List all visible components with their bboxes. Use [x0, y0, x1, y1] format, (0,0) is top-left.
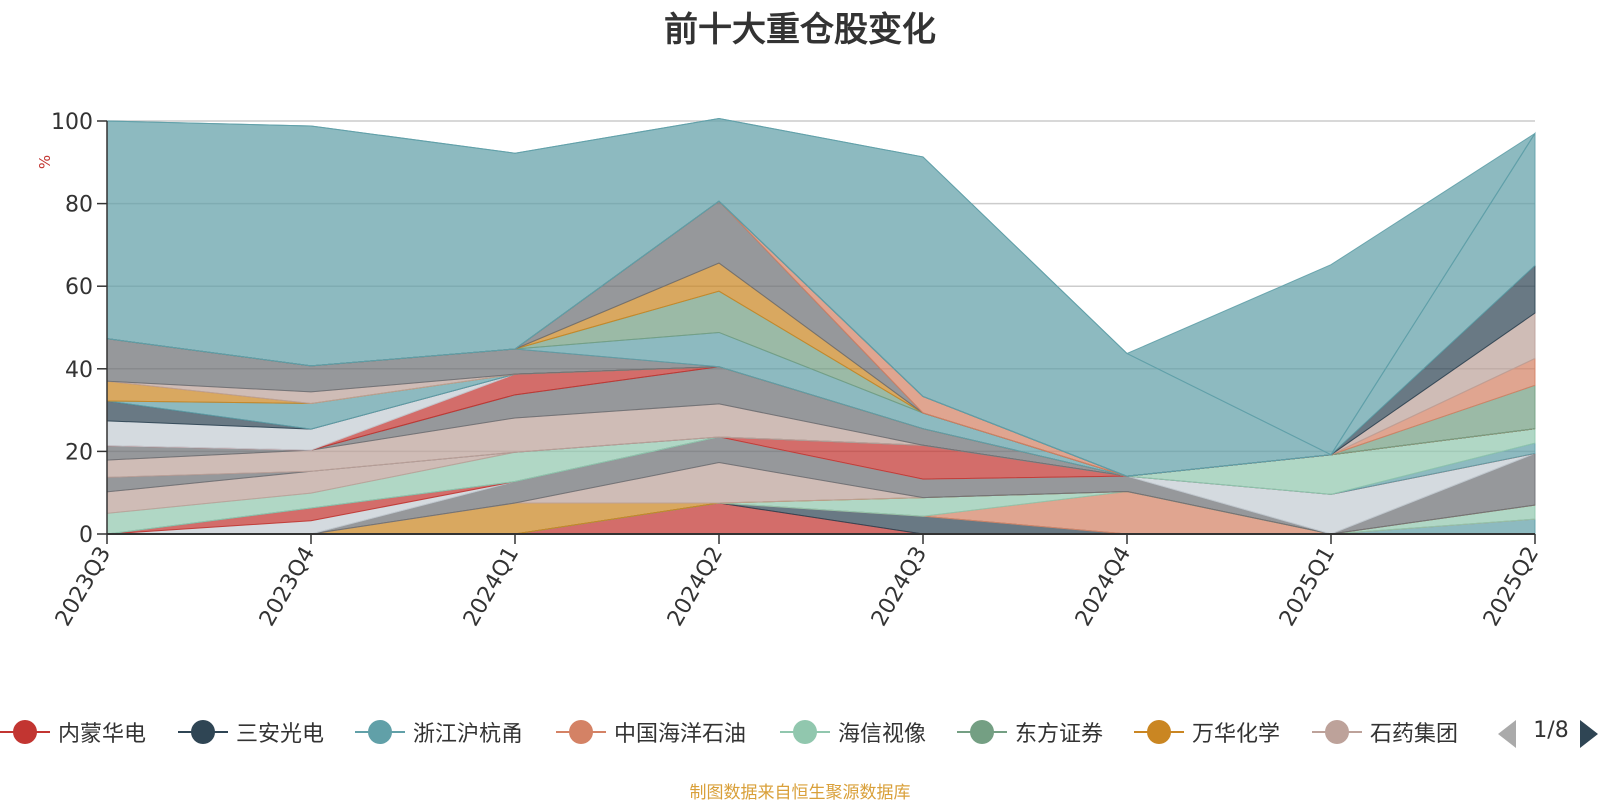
- legend-item[interactable]: 万华化学: [1134, 712, 1280, 752]
- x-tick-label: 2023Q3: [51, 543, 116, 631]
- legend-marker: [0, 712, 50, 752]
- x-tick-label: 2023Q4: [255, 543, 320, 631]
- x-tick-label: 2025Q1: [1275, 543, 1340, 631]
- legend-marker: [355, 712, 405, 752]
- legend-label: 石药集团: [1370, 722, 1459, 747]
- chart-title: 前十大重仓股变化: [664, 10, 936, 50]
- legend-label: 三安光电: [236, 722, 325, 747]
- y-tick-label: 40: [65, 358, 93, 383]
- legend-item[interactable]: 内蒙华电: [0, 712, 146, 752]
- legend-marker: [1312, 712, 1362, 752]
- chart-areas: [106, 118, 1536, 535]
- legend-item[interactable]: 浙江沪杭甬: [355, 712, 523, 752]
- legend-marker: [957, 712, 1007, 752]
- x-tick-label: 2025Q2: [1479, 543, 1544, 631]
- y-tick-label: 20: [65, 440, 93, 465]
- chart-legend: 内蒙华电 三安光电 浙江沪杭甬 中国海洋石油 海信视像 东方证券 万华化学 石药集团: [0, 712, 1600, 752]
- legend-prev-page-icon[interactable]: [1498, 720, 1516, 748]
- legend-next-page-icon[interactable]: [1580, 720, 1598, 748]
- legend-item[interactable]: 海信视像: [780, 712, 926, 752]
- y-tick-label: 100: [51, 110, 93, 135]
- legend-label: 浙江沪杭甬: [413, 722, 524, 747]
- legend-item[interactable]: 三安光电: [178, 712, 324, 752]
- x-tick-label: 2024Q2: [663, 543, 728, 631]
- y-axis-label: %: [36, 155, 54, 169]
- legend-label: 中国海洋石油: [614, 722, 747, 747]
- legend-marker: [178, 712, 228, 752]
- area-series-35: [106, 118, 1536, 456]
- legend-label: 内蒙华电: [58, 722, 147, 747]
- y-tick-label: 0: [79, 523, 93, 548]
- legend-label: 东方证券: [1015, 722, 1104, 747]
- x-tick-label: 2024Q3: [867, 543, 932, 631]
- legend-item[interactable]: 东方证券: [957, 712, 1103, 752]
- source-note: 制图数据来自恒生聚源数据库: [689, 783, 911, 803]
- legend-label: 海信视像: [838, 722, 927, 747]
- legend-item[interactable]: 石药集团: [1312, 712, 1458, 752]
- legend-item[interactable]: 中国海洋石油: [556, 712, 746, 752]
- x-tick-label: 2024Q1: [459, 543, 524, 631]
- legend-marker: [780, 712, 830, 752]
- y-tick-label: 80: [65, 193, 93, 218]
- legend-label: 万华化学: [1192, 722, 1281, 747]
- legend-marker: [556, 712, 606, 752]
- y-tick-label: 60: [65, 275, 93, 300]
- legend-page-indicator: 1/8: [1533, 718, 1569, 743]
- legend-marker: [1134, 712, 1184, 752]
- x-tick-label: 2024Q4: [1071, 543, 1136, 631]
